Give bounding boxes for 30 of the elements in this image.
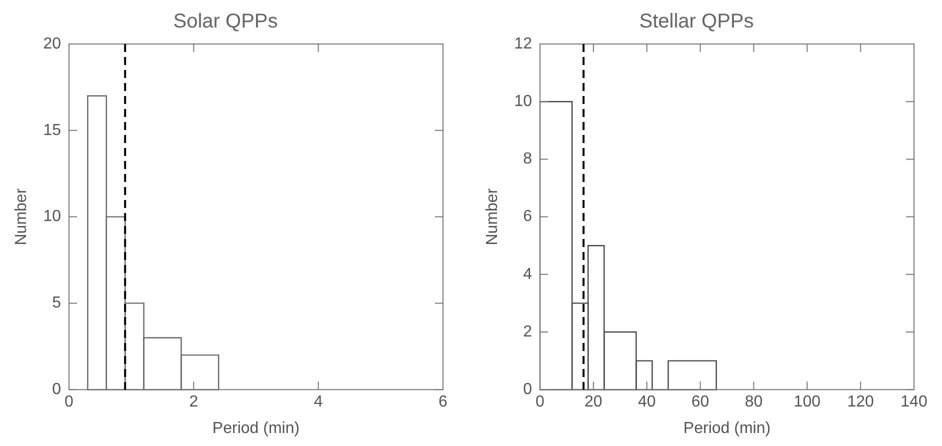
x-tick-label: 100 xyxy=(794,394,821,411)
x-axis-title: Period (min) xyxy=(683,420,771,437)
chart-title: Stellar QPPs xyxy=(639,10,754,33)
x-tick-label: 40 xyxy=(638,394,656,411)
x-tick-label: 20 xyxy=(584,394,602,411)
x-axis-title: Period (min) xyxy=(212,420,300,437)
x-tick-label: 4 xyxy=(314,394,323,411)
x-tick-label: 60 xyxy=(691,394,710,411)
y-tick-label: 10 xyxy=(43,208,62,226)
y-tick-label: 4 xyxy=(523,266,532,283)
y-tick-label: 6 xyxy=(523,208,532,226)
x-tick-label: 0 xyxy=(536,394,545,411)
x-tick-label: 120 xyxy=(847,394,874,411)
x-tick-label: 6 xyxy=(438,394,448,411)
x-tick-label: 140 xyxy=(900,394,928,411)
y-tick-label: 2 xyxy=(523,323,532,340)
chart-title: Solar QPPs xyxy=(173,10,278,33)
y-axis-title: Number xyxy=(484,188,502,246)
y-tick-label: 15 xyxy=(43,122,62,139)
y-tick-label: 12 xyxy=(514,35,532,52)
y-tick-label: 20 xyxy=(43,35,62,52)
y-tick-label: 5 xyxy=(52,294,62,312)
x-tick-label: 2 xyxy=(189,394,198,411)
x-tick-label: 80 xyxy=(744,394,763,411)
y-tick-label: 0 xyxy=(523,381,532,398)
y-tick-label: 8 xyxy=(523,150,532,168)
y-axis-title: Number xyxy=(13,188,30,246)
y-tick-label: 0 xyxy=(52,381,62,398)
x-tick-label: 0 xyxy=(64,394,74,411)
y-tick-label: 10 xyxy=(514,93,532,110)
